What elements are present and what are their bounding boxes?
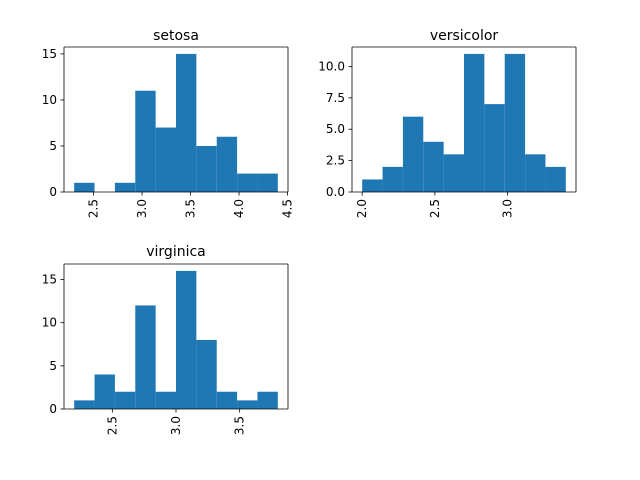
setosa-histogram-panel: setosa 0 5 10 15 2.5 3.0 3.5 4.0 4.5 [42, 28, 295, 218]
versicolor-histogram-bar [362, 179, 383, 192]
versicolor-panel-title: versicolor [430, 28, 499, 44]
virginica-histogram-bar [216, 391, 238, 409]
setosa-histogram-bar [74, 182, 95, 192]
setosa-histogram-bar [114, 182, 136, 192]
virginica-histogram-bar [94, 374, 115, 409]
virginica-y-tick-label: 0 [49, 402, 57, 416]
versicolor-histogram-panel: versicolor 0.0 2.5 5.0 7.5 10.0 2.0 2.5 3.0 [318, 28, 577, 218]
virginica-y-tick-label: 10 [42, 316, 57, 330]
setosa-x-tick-label: 3.5 [184, 199, 198, 218]
versicolor-histogram-bar [443, 154, 464, 192]
versicolor-x-tick-label: 2.0 [355, 199, 369, 218]
virginica-histogram-bar [196, 339, 217, 409]
setosa-histogram-bar [216, 136, 238, 192]
virginica-panel-title: virginica [146, 244, 206, 260]
versicolor-histogram-bar [423, 141, 444, 192]
versicolor-x-tick-label: 3.0 [501, 199, 515, 218]
setosa-y-tick-label: 0 [49, 185, 57, 199]
virginica-histogram-bar [74, 400, 95, 409]
versicolor-histogram-bar [525, 154, 546, 192]
versicolor-y-tick-label: 7.5 [326, 91, 345, 105]
setosa-histogram-bar [196, 145, 217, 192]
virginica-histogram-bar [176, 270, 197, 409]
versicolor-y-tick-label: 10.0 [318, 59, 345, 73]
versicolor-histogram-bar [402, 116, 424, 192]
setosa-x-tick-label: 3.0 [135, 199, 149, 218]
virginica-x-tick-label: 3.0 [169, 416, 183, 435]
versicolor-histogram-bar [545, 166, 566, 192]
versicolor-histogram-bar [382, 166, 403, 192]
setosa-histogram-bar [155, 127, 176, 192]
virginica-histogram-bar [155, 391, 176, 409]
setosa-panel-title: setosa [153, 28, 199, 44]
virginica-histogram-bar [257, 391, 278, 409]
setosa-histogram-bar [176, 53, 197, 193]
virginica-histogram-panel: virginica 0 5 10 15 2.5 3.0 3.5 [42, 244, 289, 435]
virginica-histogram-bar [114, 391, 136, 409]
versicolor-histogram-bar [504, 53, 526, 193]
virginica-y-tick-label: 5 [49, 359, 57, 373]
virginica-histogram-bar [237, 400, 258, 409]
setosa-y-tick-label: 10 [42, 93, 57, 107]
virginica-y-tick-label: 15 [42, 273, 57, 287]
setosa-x-tick-label: 4.5 [281, 199, 295, 218]
versicolor-y-tick-label: 2.5 [326, 154, 345, 168]
virginica-x-tick-label: 2.5 [105, 416, 119, 435]
versicolor-histogram-bar [484, 104, 505, 192]
versicolor-x-tick-label: 2.5 [428, 199, 442, 218]
setosa-histogram-bar [135, 90, 156, 192]
virginica-x-tick-label: 3.5 [233, 416, 247, 435]
setosa-x-tick-label: 2.5 [87, 199, 101, 218]
setosa-x-tick-label: 4.0 [232, 199, 246, 218]
setosa-y-tick-label: 5 [49, 139, 57, 153]
versicolor-y-tick-label: 0.0 [326, 185, 345, 199]
versicolor-y-tick-label: 5.0 [326, 122, 345, 136]
versicolor-histogram-bar [464, 53, 485, 193]
virginica-histogram-bar [135, 305, 156, 409]
setosa-histogram-bar [237, 173, 258, 192]
setosa-y-tick-label: 15 [42, 47, 57, 61]
setosa-histogram-bar [257, 173, 278, 192]
